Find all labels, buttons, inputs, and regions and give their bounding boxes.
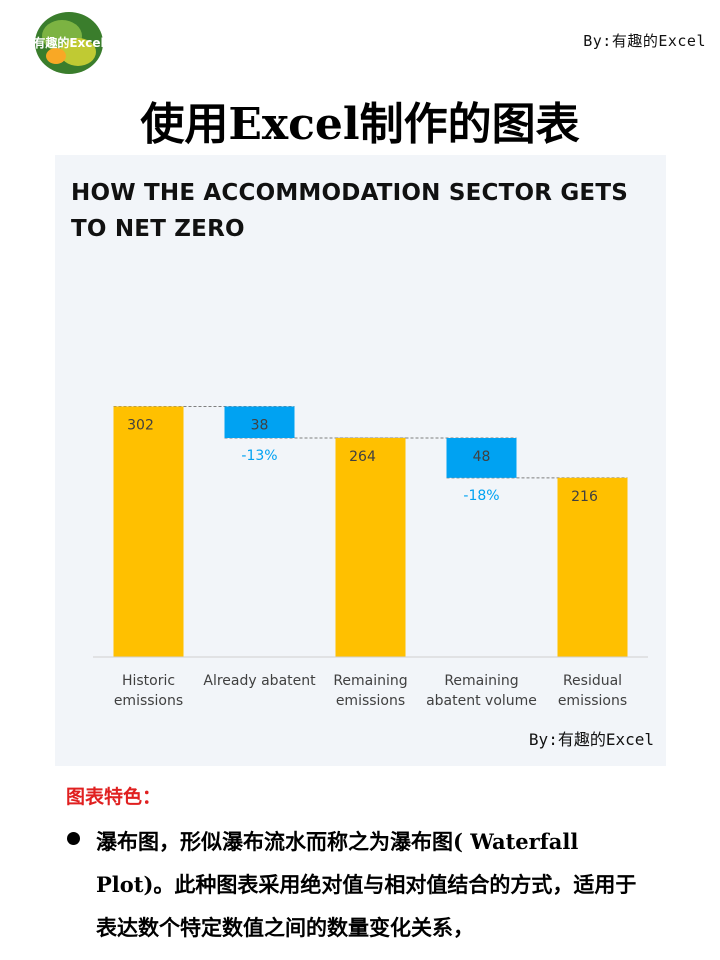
chart-byline: By:有趣的Excel: [528, 730, 654, 749]
waterfall-bar: [335, 438, 406, 657]
x-tick-label: Residual emissions: [558, 673, 627, 709]
x-tick-label: Remaining emissions: [333, 673, 407, 709]
data-label: 38: [251, 417, 269, 433]
percent-label: -18%: [463, 488, 499, 504]
logo-text: 有趣的Excel: [33, 35, 104, 50]
logo-icon: 有趣的Excel: [33, 12, 105, 74]
waterfall-bar: [224, 406, 295, 439]
x-tick-label: Historic emissions: [114, 673, 183, 709]
data-label: 48: [473, 449, 491, 465]
data-label: 216: [571, 489, 598, 505]
features-text: 瀑布图，形似瀑布流水而称之为瀑布图( Waterfall Plot)。此种图表采…: [96, 829, 637, 940]
page-title: 使用Excel制作的图表: [140, 99, 580, 150]
header-byline: By:有趣的Excel: [583, 32, 706, 50]
waterfall-bar: [446, 438, 517, 478]
percent-label: -13%: [241, 448, 277, 464]
x-tick-label: Remaining abatent volume: [426, 673, 537, 709]
bullet-icon: [67, 832, 80, 845]
chart-title: HOW THE ACCOMMODATION SECTOR GETS TO NET…: [71, 180, 628, 242]
features-heading: 图表特色：: [66, 786, 162, 808]
waterfall-bar: [113, 406, 184, 657]
chart-panel: 302 Historic emissions 38 -13% Already abaten…: [55, 155, 666, 766]
waterfall-bar: [557, 477, 628, 657]
data-label: 302: [127, 417, 154, 433]
waterfall-chart: 302 Historic emissions 38 -13% Already abaten…: [93, 405, 648, 709]
x-tick-label: Already abatent: [203, 673, 316, 689]
data-label: 264: [349, 449, 376, 465]
